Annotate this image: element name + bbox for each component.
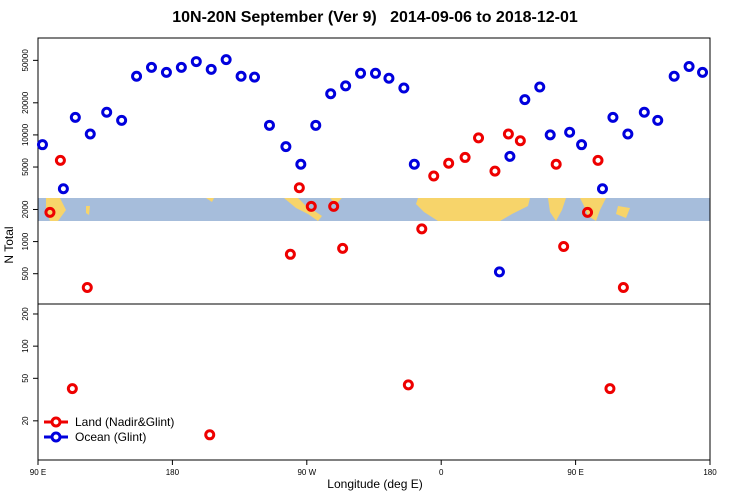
- y-tick-label: 20000: [21, 91, 30, 114]
- legend-label: Ocean (Glint): [75, 430, 146, 444]
- data-point: [519, 94, 531, 106]
- data-point: [416, 223, 428, 235]
- data-point: [383, 72, 395, 84]
- y-tick-label: 1000: [21, 232, 30, 250]
- data-point: [235, 70, 247, 82]
- data-point: [284, 248, 296, 260]
- data-point: [205, 63, 217, 75]
- data-point: [604, 383, 616, 395]
- x-tick-label: 90 E: [567, 468, 583, 477]
- data-point: [514, 135, 526, 147]
- lower-panel-frame: [37, 303, 711, 461]
- data-point: [369, 67, 381, 79]
- y-tick-label: 5000: [21, 158, 30, 176]
- data-point: [175, 61, 187, 73]
- data-point: [576, 139, 588, 151]
- data-point: [293, 182, 305, 194]
- x-tick-label: 180: [703, 468, 717, 477]
- data-point: [550, 158, 562, 170]
- data-point: [683, 60, 695, 72]
- data-point: [544, 129, 556, 141]
- data-point: [473, 132, 485, 144]
- y-tick-label: 50: [21, 373, 30, 382]
- data-point: [337, 242, 349, 254]
- y-tick-label: 20: [21, 416, 30, 425]
- ocean-band: [38, 198, 710, 221]
- data-point: [325, 88, 337, 100]
- data-point: [398, 82, 410, 94]
- y-tick-label: 200: [21, 307, 30, 321]
- data-point: [66, 383, 78, 395]
- map-band: [38, 198, 710, 221]
- data-point: [617, 282, 629, 294]
- data-point: [280, 141, 292, 153]
- legend-label: Land (Nadir&Glint): [75, 415, 174, 429]
- data-point: [493, 266, 505, 278]
- data-point: [652, 114, 664, 126]
- data-point: [402, 379, 414, 391]
- data-point: [204, 429, 216, 441]
- data-point: [582, 206, 594, 218]
- data-point: [305, 200, 317, 212]
- data-point: [69, 111, 81, 123]
- data-point: [504, 150, 516, 162]
- legend-marker: [50, 431, 62, 443]
- data-point: [428, 170, 440, 182]
- data-point: [668, 70, 680, 82]
- data-point: [558, 240, 570, 252]
- data-point: [489, 165, 501, 177]
- y-tick-label: 2000: [21, 200, 30, 218]
- data-point: [36, 139, 48, 151]
- data-point: [263, 119, 275, 131]
- data-point: [328, 200, 340, 212]
- data-point: [596, 183, 608, 195]
- data-point: [84, 128, 96, 140]
- data-point: [355, 67, 367, 79]
- data-point: [220, 54, 232, 66]
- data-point: [340, 80, 352, 92]
- data-point: [249, 71, 261, 83]
- data-point: [57, 183, 69, 195]
- data-point: [534, 81, 546, 93]
- data-point: [116, 114, 128, 126]
- y-tick-label: 500: [21, 266, 30, 280]
- data-point: [190, 56, 202, 68]
- data-point: [622, 128, 634, 140]
- data-point: [592, 154, 604, 166]
- data-point: [131, 70, 143, 82]
- data-point: [564, 126, 576, 138]
- x-tick-label: 0: [439, 468, 444, 477]
- x-tick-label: 180: [166, 468, 180, 477]
- data-point: [459, 151, 471, 163]
- legend-marker: [50, 416, 62, 428]
- data-point: [44, 206, 56, 218]
- data-point: [310, 119, 322, 131]
- data-point: [101, 106, 113, 118]
- x-tick-label: 90 E: [30, 468, 46, 477]
- data-point: [160, 66, 172, 78]
- data-point: [145, 61, 157, 73]
- data-point: [502, 128, 514, 140]
- y-tick-label: 10000: [21, 123, 30, 146]
- y-tick-label: 100: [21, 339, 30, 353]
- y-tick-label: 50000: [21, 49, 30, 72]
- x-axis-label: Longitude (deg E): [327, 477, 422, 491]
- x-tick-label: 90 W: [297, 468, 316, 477]
- data-point: [81, 282, 93, 294]
- data-point: [54, 154, 66, 166]
- data-point: [638, 106, 650, 118]
- data-point: [607, 111, 619, 123]
- y-axis-label: N Total: [2, 226, 16, 263]
- data-point: [697, 66, 709, 78]
- chart-title: 10N-20N September (Ver 9) 2014-09-06 to …: [172, 9, 578, 26]
- data-point: [408, 158, 420, 170]
- data-point: [295, 158, 307, 170]
- data-point: [443, 157, 455, 169]
